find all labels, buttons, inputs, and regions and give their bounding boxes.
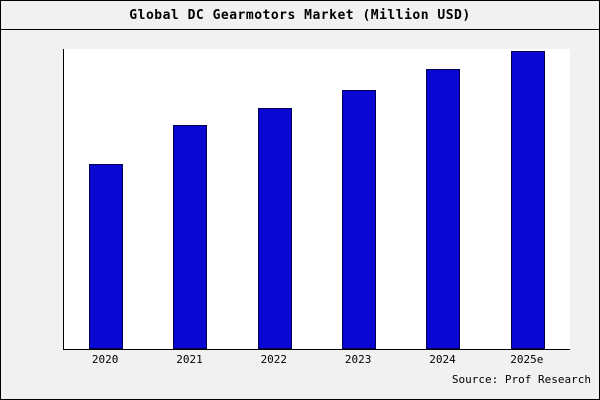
bar-2024 <box>426 69 461 349</box>
bar-2021 <box>173 125 208 349</box>
bar-2023 <box>342 90 377 349</box>
x-tick-label-2022: 2022 <box>260 353 288 366</box>
bar-2020 <box>89 164 124 349</box>
bar-series <box>64 49 570 349</box>
x-tick-label-2020: 2020 <box>91 353 119 366</box>
chart-title: Global DC Gearmotors Market (Million USD… <box>129 7 471 23</box>
bar-2022 <box>257 108 292 349</box>
chart-header: Global DC Gearmotors Market (Million USD… <box>1 1 599 30</box>
plot-area <box>63 49 570 350</box>
bar-slot <box>510 49 546 349</box>
bar-slot <box>341 49 377 349</box>
x-tick-label-2025e: 2025e <box>510 353 544 366</box>
x-tick-label-2024: 2024 <box>429 353 456 366</box>
x-axis-labels: 2020 2021 2022 2023 2024 2025e <box>63 353 569 369</box>
source-credit: Source: Prof Research <box>451 373 591 386</box>
bar-slot <box>257 49 293 349</box>
x-tick-label-2021: 2021 <box>176 353 203 366</box>
bar-2025e <box>510 51 545 349</box>
bar-slot <box>88 49 124 349</box>
bar-slot <box>425 49 461 349</box>
bar-slot <box>172 49 208 349</box>
x-tick-label-2023: 2023 <box>344 353 372 366</box>
